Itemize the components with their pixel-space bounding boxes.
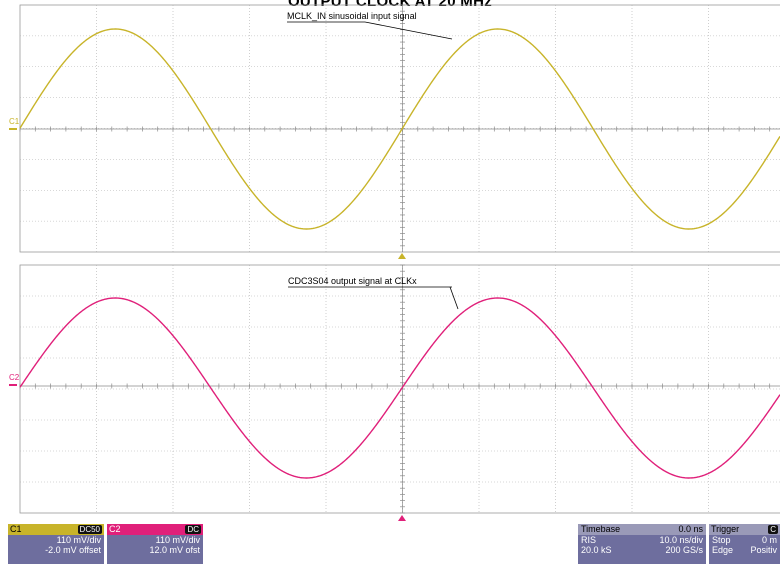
annotation-leader-bottom — [449, 286, 459, 310]
timebase-points: 20.0 kS — [581, 545, 612, 555]
timebase-title: Timebase — [581, 524, 621, 534]
grid-channel-1 — [19, 4, 780, 253]
timebase-mode: RIS — [581, 535, 597, 545]
annotation-output-signal: CDC3S04 output signal at CLKx — [288, 276, 417, 286]
timebase-row-1: RIS 10.0 ns/div — [578, 535, 706, 545]
trigger-title: Trigger — [711, 524, 740, 534]
channel-1-scale: 110 mV/div — [56, 535, 101, 545]
channel-2-header: C2 DC — [107, 524, 203, 535]
trigger-row-1: Stop 0 m — [709, 535, 780, 545]
channel-2-offset: 12.0 mV ofst — [149, 545, 200, 555]
channel-2-scale: 110 mV/div — [155, 535, 200, 545]
trigger-header: Trigger C — [709, 524, 780, 535]
timebase-rate: 200 GS/s — [665, 545, 703, 555]
timebase-delay: 0.0 ns — [678, 524, 703, 534]
channel-2-marker[interactable]: C2 — [9, 373, 20, 382]
channel-1-offset: -2.0 mV offset — [45, 545, 101, 555]
trigger-position-marker-2[interactable] — [398, 515, 406, 521]
annotation-input-signal: MCLK_IN sinusoidal input signal — [287, 11, 417, 21]
channel-1-marker[interactable]: C1 — [9, 117, 20, 126]
trigger-state: Stop — [712, 535, 731, 545]
trigger-row-2: Edge Positiv — [709, 545, 780, 555]
trigger-position-marker-1[interactable] — [398, 253, 406, 259]
grid-channel-2 — [19, 264, 780, 514]
waveform-display: MCLK_IN sinusoidal input signal CDC3S04 … — [9, 4, 780, 521]
trigger-info-box[interactable]: Trigger C Stop 0 m Edge Positiv — [709, 524, 780, 564]
trigger-source-badge: C — [768, 525, 778, 534]
annotation-leader-top — [364, 21, 453, 40]
timebase-header: Timebase 0.0 ns — [578, 524, 706, 535]
channel-1-header: C1 DC50 — [8, 524, 104, 535]
channel-2-info-box[interactable]: C2 DC 110 mV/div 12.0 mV ofst — [107, 524, 203, 564]
channel-1-label: C1 — [10, 524, 22, 534]
trigger-type: Edge — [712, 545, 734, 555]
channel-1-info-box[interactable]: C1 DC50 110 mV/div -2.0 mV offset — [8, 524, 104, 564]
waveform-channel-2 — [19, 297, 780, 479]
channel-2-coupling-badge: DC — [185, 525, 201, 534]
trigger-slope: Positiv — [750, 545, 777, 555]
trigger-level: 0 m — [761, 535, 777, 545]
waveform-channel-1 — [19, 28, 780, 230]
timebase-row-2: 20.0 kS 200 GS/s — [578, 545, 706, 555]
timebase-info-box[interactable]: Timebase 0.0 ns RIS 10.0 ns/div 20.0 kS … — [578, 524, 706, 564]
timebase-scale: 10.0 ns/div — [659, 535, 703, 545]
channel-1-coupling-badge: DC50 — [77, 525, 102, 534]
channel-2-label: C2 — [109, 524, 121, 534]
